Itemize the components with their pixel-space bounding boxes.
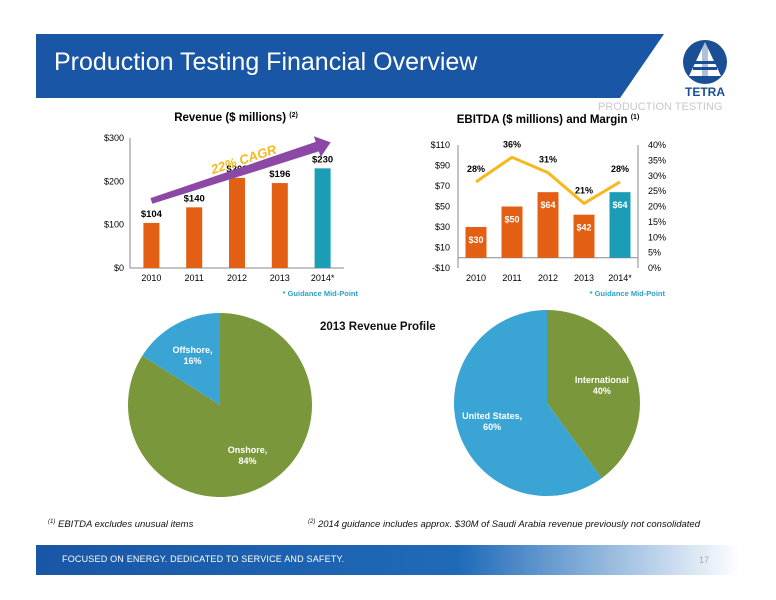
revenue-chart: Revenue ($ millions) (2) $0 $100 $200 $300 $… <box>104 112 359 298</box>
ebitda-y-tick: $10 <box>435 243 450 253</box>
location-pie-slice <box>127 313 312 497</box>
revenue-x-tick: 2010 <box>141 273 161 283</box>
revenue-bar <box>229 177 245 268</box>
ebitda-bar <box>465 227 487 258</box>
ebitda-value-label: $30 <box>468 235 483 245</box>
revenue-title: Revenue ($ millions) (2) <box>174 112 298 124</box>
ebitda-bar <box>537 192 559 258</box>
ebitda-y2-tick: 20% <box>648 202 666 212</box>
revenue-value-label: $196 <box>269 169 290 180</box>
ebitda-y2-tick: 10% <box>648 232 666 242</box>
title-banner <box>36 34 664 98</box>
location-pie-label: Offshore, <box>173 345 213 355</box>
revenue-y-tick: $0 <box>114 263 124 273</box>
revenue-x-tick: 2014* <box>311 273 335 283</box>
revenue-x-tick: 2013 <box>270 273 290 283</box>
revenue-note: * Guidance Mid-Point <box>283 289 359 298</box>
revenue-value-label: $140 <box>184 193 205 204</box>
ebitda-x-tick: 2014* <box>608 273 632 283</box>
geography-pie-label: International <box>575 375 629 385</box>
revenue-y-tick: $200 <box>104 176 124 186</box>
ebitda-value-label: $42 <box>576 223 591 233</box>
ebitda-y-tick: $30 <box>435 222 450 232</box>
margin-label: 21% <box>575 185 593 195</box>
ebitda-bar <box>573 214 595 258</box>
geography-pie-value: 60% <box>483 422 501 432</box>
ebitda-y-tick: $50 <box>435 202 450 212</box>
ebitda-x-tick: 2011 <box>502 273 521 283</box>
ebitda-y2-tick: 30% <box>648 171 666 181</box>
revenue-y-tick: $300 <box>104 133 124 143</box>
location-pie-value: 84% <box>238 456 256 466</box>
section-subtitle: PRODUCTION TESTING <box>598 101 723 113</box>
location-pie-label: Onshore, <box>228 445 268 455</box>
geography-pie-label: United States, <box>462 411 522 421</box>
ebitda-y-tick: $70 <box>435 181 450 191</box>
page-number: 17 <box>699 555 710 565</box>
revenue-y-tick: $100 <box>104 220 124 230</box>
page-title: Production Testing Financial Overview <box>54 48 478 76</box>
ebitda-x-tick: 2010 <box>466 273 486 283</box>
margin-label: 31% <box>539 155 557 165</box>
cagr-arrow <box>150 136 331 204</box>
pie-section-title: 2013 Revenue Profile <box>320 321 436 333</box>
ebitda-y-tick: $90 <box>435 161 450 171</box>
footer-tagline: FOCUSED ON ENERGY. DEDICATED TO SERVICE … <box>62 554 345 564</box>
ebitda-y2-tick: 25% <box>648 186 666 196</box>
ebitda-y2-tick: 35% <box>648 155 666 165</box>
ebitda-bar <box>501 206 523 258</box>
ebitda-y2-tick: 5% <box>648 248 661 258</box>
ebitda-y-tick: $110 <box>431 140 450 150</box>
revenue-value-label: $104 <box>141 209 163 220</box>
geography-pie-slice <box>454 310 602 496</box>
footnote-ebitda: (1) EBITDA excludes unusual items <box>48 519 194 531</box>
location-pie-value: 16% <box>184 356 202 366</box>
revenue-x-tick: 2012 <box>227 273 247 283</box>
footer-banner <box>36 545 740 575</box>
ebitda-value-label: $50 <box>504 215 519 225</box>
geography-pie-slice <box>547 310 640 479</box>
ebitda-title: EBITDA ($ millions) and Margin (1) <box>457 114 640 126</box>
margin-label: 36% <box>503 139 521 149</box>
ebitda-y2-tick: 15% <box>648 217 666 227</box>
location-pie-slice <box>142 313 220 405</box>
location-pie: Onshore,84% Offshore,16% <box>127 313 312 497</box>
ebitda-value-label: $64 <box>540 200 555 210</box>
margin-label: 28% <box>611 164 629 174</box>
ebitda-x-tick: 2013 <box>574 273 594 283</box>
tetra-logo: TETRA <box>683 40 727 99</box>
ebitda-chart: EBITDA ($ millions) and Margin (1) -$10 $… <box>431 114 666 298</box>
ebitda-bar <box>609 192 631 258</box>
revenue-bar <box>143 222 160 268</box>
ebitda-value-label: $64 <box>612 200 627 210</box>
revenue-bar <box>271 183 288 268</box>
revenue-value-label: $230 <box>312 154 333 165</box>
logo-text: TETRA <box>685 85 725 99</box>
margin-label: 28% <box>467 164 485 174</box>
ebitda-x-tick: 2012 <box>538 273 558 283</box>
revenue-x-tick: 2011 <box>185 273 204 283</box>
ebitda-note: * Guidance Mid-Point <box>590 289 666 298</box>
geography-pie-value: 40% <box>593 386 611 396</box>
revenue-bar <box>186 207 203 268</box>
ebitda-y2-tick: 0% <box>648 263 661 273</box>
ebitda-y2-tick: 40% <box>648 140 666 150</box>
margin-line <box>475 155 621 206</box>
footnote-guidance: (2) 2014 guidance includes approx. $30M … <box>308 519 700 531</box>
ebitda-y-tick: -$10 <box>432 263 450 273</box>
revenue-bar <box>314 168 331 268</box>
